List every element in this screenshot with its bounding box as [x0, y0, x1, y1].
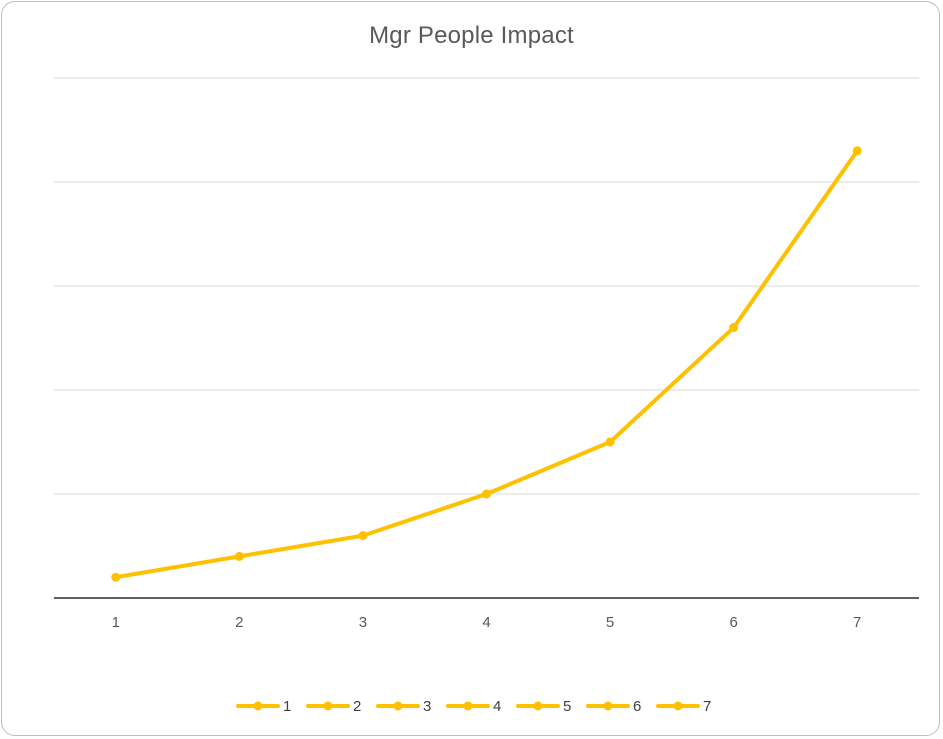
- data-point-4: [482, 489, 491, 499]
- legend-label-2: 2: [353, 698, 361, 715]
- x-tick-label-1: 1: [112, 614, 120, 631]
- data-point-1: [111, 572, 121, 582]
- legend-label-7: 7: [703, 698, 711, 715]
- legend-marker-2: [323, 701, 333, 711]
- legend-entry-4: 4: [446, 698, 501, 715]
- legend-marker-1: [253, 701, 263, 711]
- legend-marker-6: [603, 701, 613, 711]
- legend-entry-2: 2: [306, 698, 361, 715]
- chart-title: Mgr People Impact: [369, 22, 574, 49]
- data-point-7: [852, 146, 862, 156]
- series-line: [111, 146, 862, 582]
- legend: 1 2 3 4 5 6 7: [236, 698, 711, 715]
- x-tick-label-4: 4: [482, 614, 490, 631]
- gridlines: [54, 77, 919, 495]
- legend-label-1: 1: [283, 698, 291, 715]
- legend-label-5: 5: [563, 698, 571, 715]
- x-tick-label-5: 5: [606, 614, 614, 631]
- legend-label-6: 6: [633, 698, 641, 715]
- x-tick-label-6: 6: [729, 614, 737, 631]
- data-point-5: [605, 437, 615, 447]
- legend-marker-5: [533, 701, 543, 711]
- data-point-2: [234, 551, 244, 561]
- legend-entry-1: 1: [236, 698, 291, 715]
- legend-entry-5: 5: [516, 698, 571, 715]
- x-axis: 1 2 3 4 5 6 7: [54, 597, 919, 631]
- x-tick-label-2: 2: [235, 614, 243, 631]
- legend-entry-3: 3: [376, 698, 431, 715]
- legend-entry-6: 6: [586, 698, 641, 715]
- legend-label-4: 4: [493, 698, 501, 715]
- legend-marker-4: [463, 701, 473, 711]
- data-point-3: [358, 531, 368, 541]
- x-tick-label-3: 3: [359, 614, 367, 631]
- legend-marker-3: [393, 701, 403, 711]
- data-point-6: [729, 323, 739, 333]
- legend-entry-7: 7: [656, 698, 711, 715]
- x-tick-label-7: 7: [853, 614, 861, 631]
- series-polyline: [113, 148, 860, 580]
- legend-marker-7: [673, 701, 683, 711]
- legend-label-3: 3: [423, 698, 431, 715]
